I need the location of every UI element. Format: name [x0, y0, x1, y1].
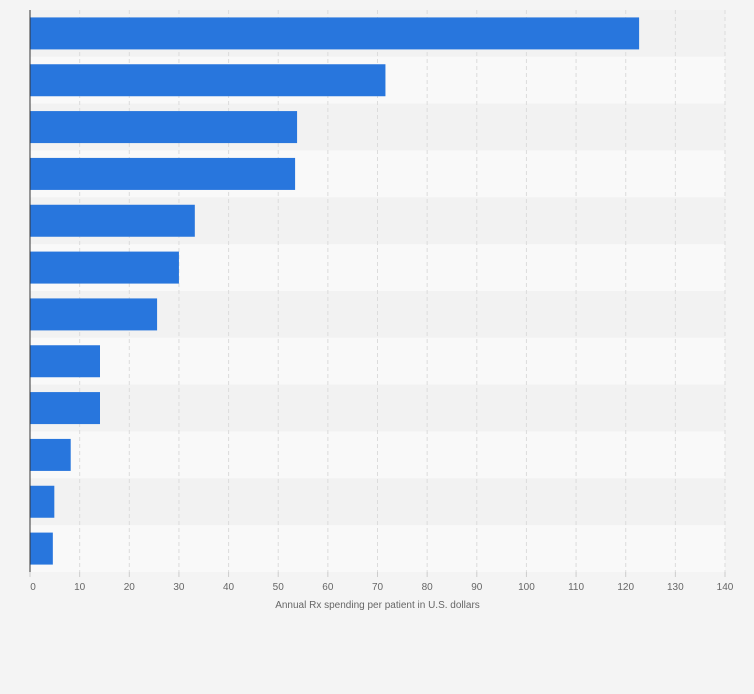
- bars: [30, 17, 640, 565]
- bar[interactable]: [30, 298, 158, 331]
- bar[interactable]: [30, 251, 179, 284]
- bar[interactable]: [30, 204, 195, 237]
- bar[interactable]: [30, 392, 100, 425]
- x-axis-ticks: 0 10 20 30 40 50 60 70 80 90 100 110 120 130 140: [29, 572, 734, 593]
- gridlines: [79, 10, 726, 572]
- tick-label: 130: [667, 582, 684, 593]
- bar[interactable]: [30, 438, 71, 471]
- tick-label: 80: [422, 582, 434, 593]
- tick-label: 0: [30, 582, 36, 593]
- x-axis-title: Annual Rx spending per patient in U.S. d…: [275, 600, 480, 611]
- bar[interactable]: [30, 532, 53, 565]
- tick-label: 140: [717, 582, 734, 593]
- bar[interactable]: [30, 64, 386, 97]
- tick-label: 70: [372, 582, 384, 593]
- tick-label: 10: [74, 582, 86, 593]
- tick-label: 40: [223, 582, 235, 593]
- tick-label: 20: [124, 582, 136, 593]
- bar[interactable]: [30, 485, 55, 518]
- bar[interactable]: [30, 157, 296, 190]
- tick-label: 60: [322, 582, 334, 593]
- tick-label: 120: [617, 582, 634, 593]
- bar[interactable]: [30, 111, 298, 144]
- tick-label: 110: [568, 582, 584, 593]
- bar[interactable]: [30, 345, 100, 378]
- bar[interactable]: [30, 17, 640, 50]
- tick-label: 50: [273, 582, 285, 593]
- tick-label: 30: [173, 582, 185, 593]
- tick-label: 100: [518, 582, 535, 593]
- tick-label: 90: [471, 582, 483, 593]
